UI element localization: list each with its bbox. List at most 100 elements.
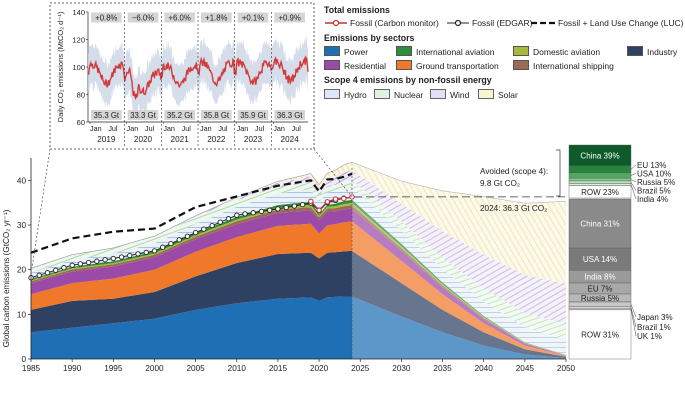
monitor-point	[349, 194, 355, 200]
x-tick-label: 1985	[22, 364, 41, 373]
inset-total-badge	[201, 110, 232, 120]
inset-change-label: −6.0%	[132, 14, 154, 23]
legend-international-shipping: International shipping	[513, 60, 614, 71]
area-wind	[31, 170, 566, 325]
inset-total-label: 35.2 Gt	[167, 111, 193, 120]
total-bar-segment	[568, 308, 632, 311]
bar-label: USA 14%	[583, 255, 617, 264]
x-tick-label: 2050	[557, 364, 576, 373]
inset-month-label: Jan	[127, 124, 139, 133]
inset-y-tick-label: 140	[72, 8, 85, 17]
bar-label: Japan 3%	[637, 313, 673, 322]
legend-luc: Fossil + Land Use Change (LUC)	[530, 18, 683, 28]
bar-leader	[630, 182, 637, 191]
edgar-point	[225, 216, 232, 222]
x-tick-label: 2040	[475, 364, 494, 373]
legend-hydro-label: Hydro	[344, 90, 367, 100]
bar-label: Brazil 1%	[637, 323, 671, 332]
x-tick-label: 2015	[269, 364, 288, 373]
bar-label: ROW 31%	[581, 330, 619, 339]
legend-solar-label: Solar	[498, 90, 518, 100]
edgar-point	[143, 249, 149, 256]
power-swatch	[324, 46, 340, 56]
x-tick-label: 2025	[351, 364, 370, 373]
bar-leader	[630, 164, 637, 170]
inset-y-tick-label: 80	[77, 91, 85, 100]
luc-line	[30, 172, 353, 254]
bar-label: Russia 5%	[581, 294, 619, 303]
monitor-point	[341, 195, 347, 202]
edgar-point	[151, 248, 158, 254]
bar-label: China 39%	[580, 151, 619, 160]
avoided-bar-segment	[568, 185, 632, 199]
year-total-label: 2024: 36.3 Gt CO₂	[480, 204, 547, 213]
nuclear-swatch	[374, 89, 390, 99]
country-bars: China 39%EU 13%USA 10%Russia 5%Brazil 5%…	[568, 144, 675, 360]
edgar-point	[242, 211, 248, 217]
area-solar	[31, 162, 566, 284]
bar-label: UK 1%	[637, 332, 662, 341]
inset-total-label: 35.9 Gt	[240, 111, 266, 120]
avoided-bar-segment	[568, 183, 632, 186]
edgar-point	[110, 255, 116, 262]
inset-year-label: 2023	[244, 135, 263, 144]
x-tick-label: 2035	[433, 364, 452, 373]
edgar-point	[234, 212, 240, 218]
x-tick-label: 2020	[310, 364, 329, 373]
edgar-point	[209, 222, 215, 229]
legend-industry-label: Industry	[647, 47, 678, 57]
inset-total-badge	[127, 110, 159, 120]
edgar-point	[85, 259, 92, 266]
legend-domestic-aviation-label: Domestic aviation	[533, 47, 601, 57]
legend-international-aviation-label: International aviation	[416, 47, 495, 57]
edgar-point	[267, 207, 273, 213]
avoided-bracket	[556, 149, 561, 197]
legend-nuclear: Nuclear	[374, 89, 423, 100]
industry-swatch	[627, 46, 643, 56]
annotations: Avoided (scope 4): 9.8 Gt CO₂ 2024: 36.3 G…	[354, 149, 565, 213]
inset-year-label: 2021	[171, 135, 190, 144]
legend-ground-transportation: Ground transportation	[396, 60, 499, 71]
inset-change-badge	[201, 12, 232, 23]
edgar-point	[201, 226, 207, 232]
inset-change-label: +0.9%	[279, 14, 301, 23]
y-tick-label: 40	[17, 176, 27, 185]
x-tick-label: 1995	[104, 364, 123, 373]
legend-solar: Solar	[478, 89, 518, 100]
edgar-point	[102, 257, 108, 263]
edgar-point	[77, 261, 84, 267]
international-aviation-swatch	[396, 46, 412, 56]
luc-dashed-line-icon	[531, 21, 555, 25]
legend-industry: Industry	[627, 46, 677, 57]
x-tick-label: 2045	[516, 364, 535, 373]
inset-change-badge	[274, 12, 305, 23]
legend-power: Power	[324, 46, 368, 57]
edgar-point	[118, 254, 125, 260]
bar-leader	[630, 179, 637, 183]
inset-total-label: 35.8 Gt	[204, 111, 230, 120]
inset-month-label: Jan	[90, 124, 102, 133]
legend-wind: Wind	[430, 89, 469, 100]
edgar-point	[275, 206, 281, 212]
legend-fossil-monitor-label: Fossil (Carbon monitor)	[350, 18, 439, 28]
edgar-point	[291, 203, 298, 209]
inset-month-label: Jan	[163, 124, 175, 133]
avoided-bar-segment	[568, 172, 632, 179]
ground-transportation-swatch	[396, 60, 412, 70]
edgar-point	[36, 272, 42, 278]
x-tick-label: 2005	[187, 364, 206, 373]
y-tick-label: 30	[17, 221, 27, 230]
legend-fossil-edgar-label: Fossil (EDGAR)	[472, 18, 533, 28]
inset-y-tick-label: 60	[77, 118, 85, 127]
bar-leader	[630, 173, 637, 176]
edgar-point	[176, 237, 182, 243]
inset-year-label: 2019	[97, 135, 116, 144]
residential-swatch	[324, 60, 340, 70]
inset-change-label: +1.8%	[205, 14, 227, 23]
avoided-bar-segment	[568, 180, 632, 184]
edgar-point	[69, 262, 75, 268]
solar-swatch	[478, 89, 494, 99]
legend-power-label: Power	[344, 47, 369, 57]
bar-label: ROW 23%	[581, 188, 619, 197]
x-tick-label: 2030	[392, 364, 411, 373]
